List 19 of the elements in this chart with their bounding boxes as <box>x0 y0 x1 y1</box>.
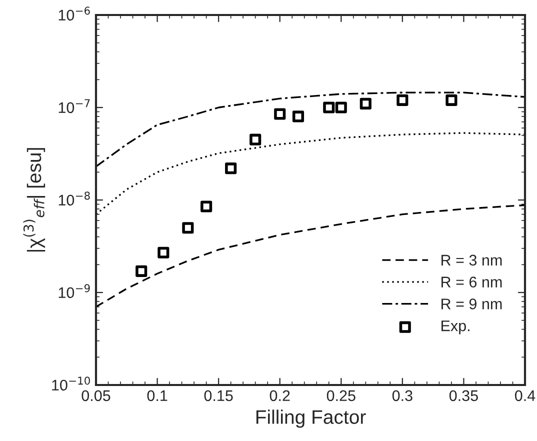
x-tick-label: 0.4 <box>514 390 536 402</box>
legend-label: R = 9 nm <box>442 298 502 310</box>
y-tick-label: 10$^{−8}$ <box>58 192 90 206</box>
x-tick-label: 0.05 <box>82 390 110 402</box>
y-tick-label: 10$^{−10}$ <box>52 376 90 391</box>
x-axis-title: Filling Factor <box>256 410 366 428</box>
y-tick-label: 10$^{−7}$ <box>58 99 90 114</box>
x-tick-label: 0.2 <box>270 390 290 402</box>
y-tick-label: 10$^{−6}$ <box>58 6 90 21</box>
x-tick-label: 0.15 <box>204 390 233 402</box>
y-axis-title: |χ$^{(3)}$$_{eff}$| [esu] <box>23 148 46 252</box>
x-tick-label: 0.25 <box>326 390 356 402</box>
legend-label: Exp. <box>442 320 470 334</box>
legend-label: R = 3 nm <box>442 254 502 266</box>
x-tick-label: 0.1 <box>147 390 168 402</box>
legend-label: R = 6 nm <box>442 276 502 288</box>
y-tick-label: 10$^{−9}$ <box>58 284 90 298</box>
x-tick-label: 0.3 <box>392 390 412 402</box>
x-tick-label: 0.35 <box>449 390 478 402</box>
